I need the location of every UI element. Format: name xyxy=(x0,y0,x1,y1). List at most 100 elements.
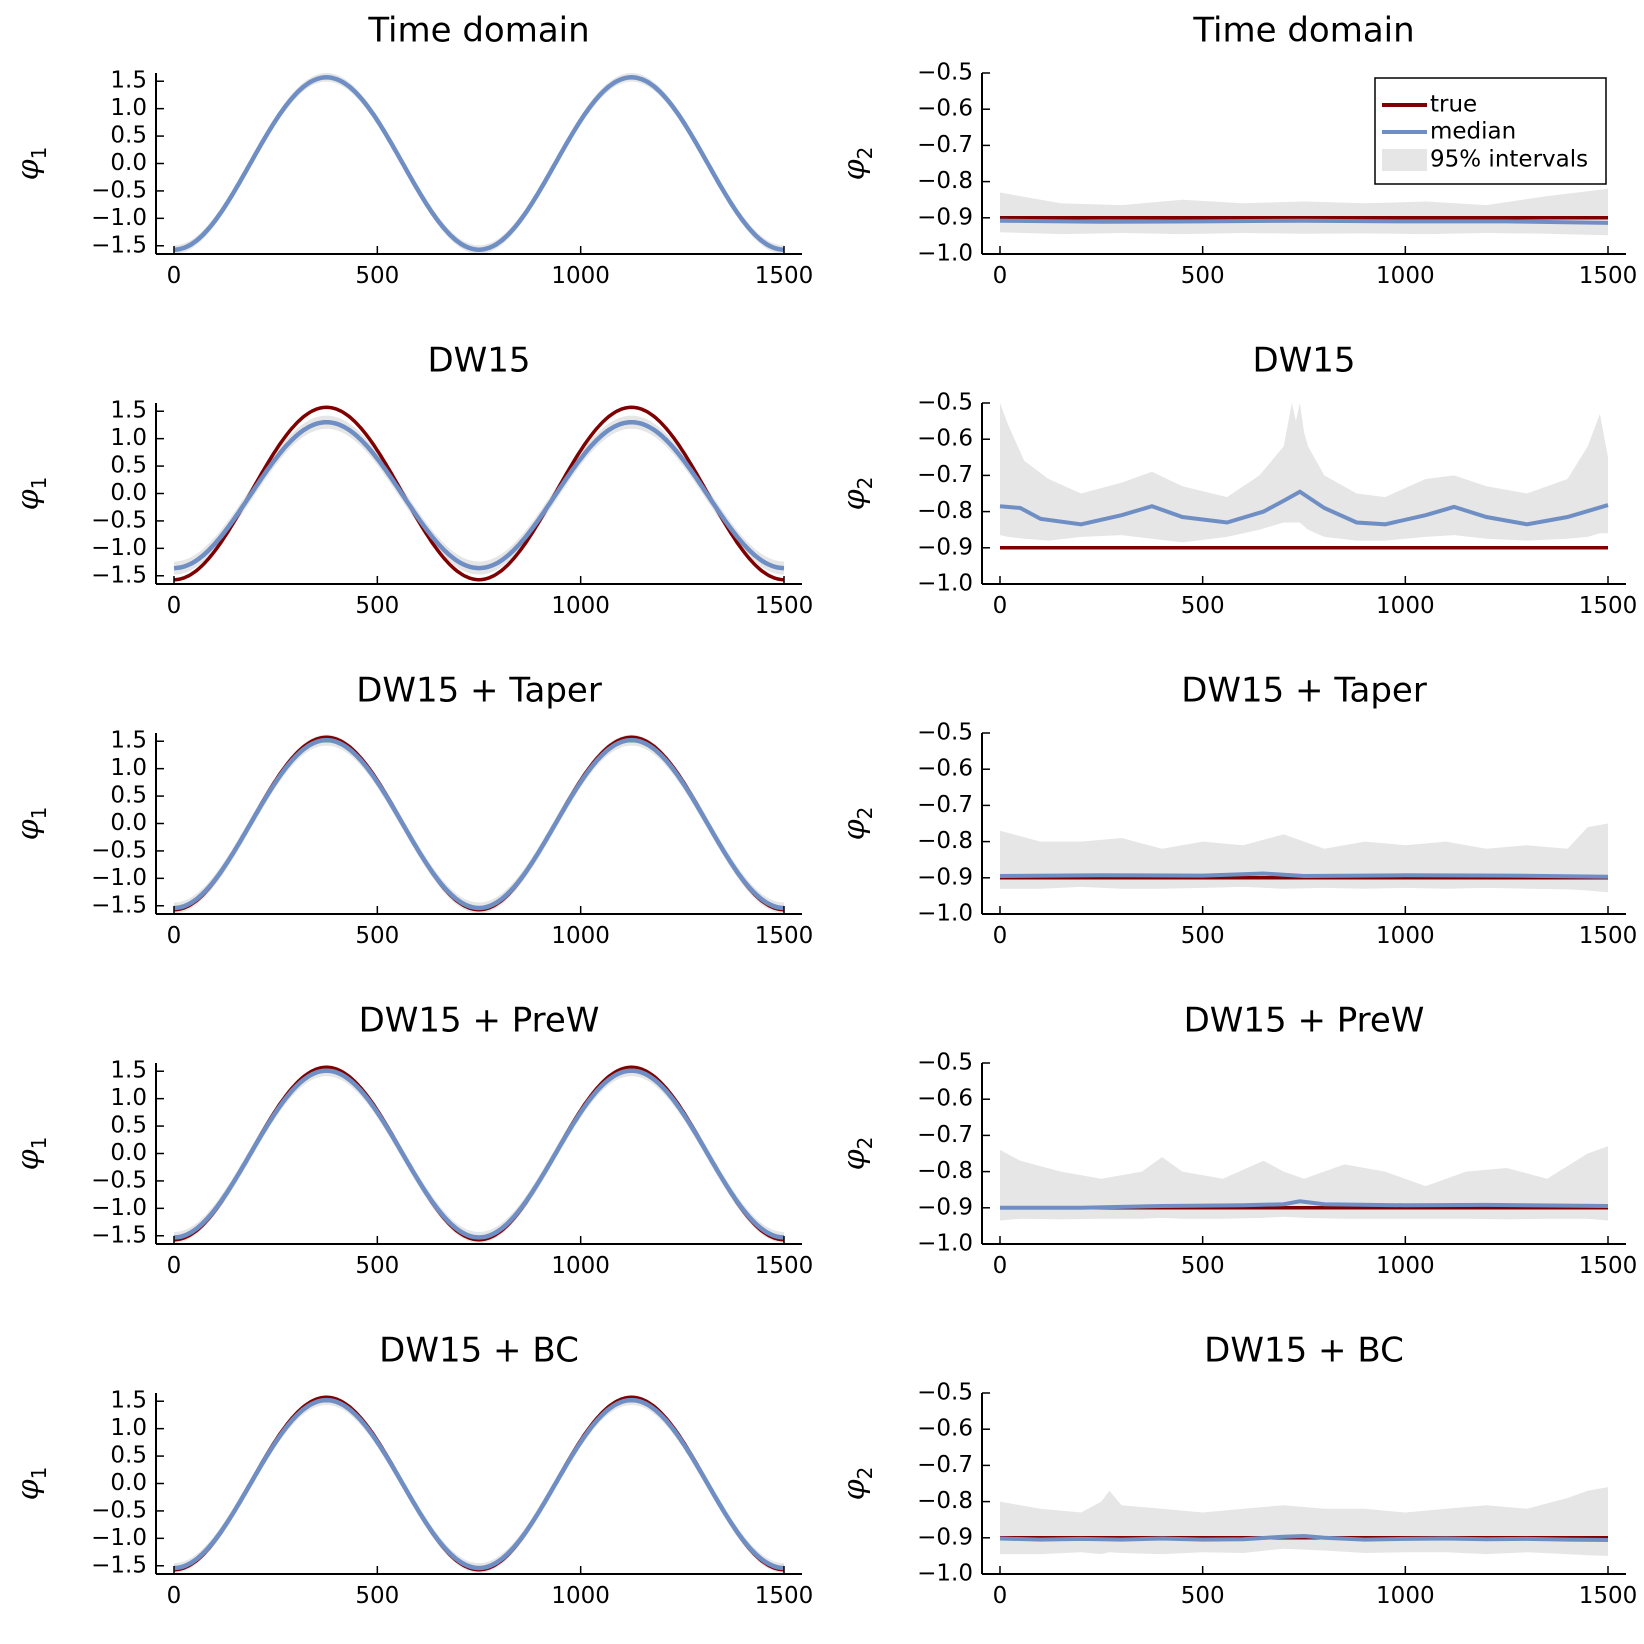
chart-title: DW15 xyxy=(427,341,530,381)
y-tick-label: −0.5 xyxy=(91,507,147,533)
x-tick-label: 1500 xyxy=(1579,923,1638,949)
chart-title: DW15 + Taper xyxy=(1181,671,1427,711)
median-line xyxy=(1000,1199,1609,1210)
x-tick-label: 1500 xyxy=(755,263,814,289)
plot-area xyxy=(173,734,785,914)
x-tick-label: 0 xyxy=(167,593,182,619)
median-line xyxy=(173,737,785,911)
chart-panel: DW15 + Taper −0.5 −0.6 −0.7 −0.8 −0.9 −1.0 0 500… xyxy=(837,671,1637,950)
y-tick-label: −1.5 xyxy=(91,1552,147,1578)
y-tick-label: −0.9 xyxy=(917,1194,973,1220)
y-tick-label: 0.5 xyxy=(110,1443,147,1469)
interval-band xyxy=(174,415,784,575)
y-tick-label: −0.7 xyxy=(917,462,973,488)
y-tick-label: −0.5 xyxy=(917,60,973,86)
plot-area xyxy=(173,1395,785,1573)
y-tick-label: −0.8 xyxy=(917,168,973,194)
chart-title: Time domain xyxy=(367,11,589,51)
y-tick-label: −0.6 xyxy=(917,96,973,122)
y-tick-label: −0.7 xyxy=(917,1452,973,1478)
x-tick-label: 1500 xyxy=(1579,1253,1638,1279)
y-axis-label: φ2 xyxy=(837,807,877,841)
interval-band xyxy=(1000,823,1608,893)
y-tick-label: 0.0 xyxy=(110,810,147,836)
y-tick-label: −0.9 xyxy=(917,534,973,560)
y-axis-label: φ2 xyxy=(837,1467,877,1501)
x-tick-label: 1500 xyxy=(755,1253,814,1279)
x-tick-label: 500 xyxy=(355,1253,399,1279)
chart-title: DW15 + BC xyxy=(1204,1331,1404,1371)
x-tick-label: 1000 xyxy=(551,593,610,619)
x-tick-label: 0 xyxy=(993,1253,1008,1279)
chart-title: DW15 + PreW xyxy=(359,1001,600,1041)
interval-band xyxy=(174,734,784,914)
y-tick-label: −0.8 xyxy=(917,498,973,524)
plot-area xyxy=(999,823,1609,893)
median-line xyxy=(999,871,1609,879)
y-tick-label: −1.5 xyxy=(91,892,147,918)
y-tick-label: 1.5 xyxy=(110,1388,147,1414)
y-tick-label: 1.0 xyxy=(110,1415,147,1441)
y-tick-label: 0.0 xyxy=(110,1140,147,1166)
y-tick-label: −0.5 xyxy=(91,177,147,203)
y-axis-label: φ1 xyxy=(11,477,51,511)
y-tick-label: −0.5 xyxy=(91,1497,147,1523)
y-tick-label: −0.9 xyxy=(917,864,973,890)
y-tick-label: −0.8 xyxy=(917,1158,973,1184)
interval-band xyxy=(174,1065,784,1243)
x-tick-label: 500 xyxy=(355,1583,399,1609)
y-tick-label: −1.0 xyxy=(91,535,147,561)
true-line xyxy=(173,735,785,912)
y-axis-label: φ2 xyxy=(837,1137,877,1171)
y-tick-label: −0.6 xyxy=(917,1086,973,1112)
x-tick-label: 0 xyxy=(993,1583,1008,1609)
y-tick-label: 1.5 xyxy=(110,68,147,94)
legend-label: median xyxy=(1430,119,1516,145)
chart-title: DW15 + PreW xyxy=(1184,1001,1425,1041)
x-tick-label: 0 xyxy=(167,263,182,289)
x-tick-label: 1000 xyxy=(551,1583,610,1609)
y-tick-label: −1.0 xyxy=(917,1231,973,1257)
interval-band xyxy=(1000,1146,1608,1221)
y-axis-label: φ1 xyxy=(11,147,51,181)
plot-area xyxy=(999,188,1609,236)
x-tick-label: 1000 xyxy=(1376,1253,1435,1279)
y-tick-label: −0.7 xyxy=(917,792,973,818)
chart-panel: DW15 1.51.00.50.0−0.5−1.0−1.5 0 500 1000 1500… xyxy=(11,341,813,620)
x-tick-label: 500 xyxy=(1181,1253,1225,1279)
y-tick-label: −0.5 xyxy=(917,720,973,746)
x-tick-label: 500 xyxy=(355,923,399,949)
x-tick-label: 500 xyxy=(355,593,399,619)
y-tick-label: 1.5 xyxy=(110,728,147,754)
y-tick-label: −1.0 xyxy=(91,1195,147,1221)
y-tick-label: −0.9 xyxy=(917,1524,973,1550)
plot-area xyxy=(173,405,785,582)
x-tick-label: 1000 xyxy=(551,923,610,949)
chart-title: DW15 xyxy=(1252,341,1355,381)
interval-band xyxy=(1000,188,1608,236)
x-tick-label: 1000 xyxy=(1376,923,1435,949)
x-tick-label: 1500 xyxy=(755,593,814,619)
y-tick-label: 1.0 xyxy=(110,1085,147,1111)
chart-title: Time domain xyxy=(1192,11,1414,51)
x-tick-label: 1000 xyxy=(1376,263,1435,289)
true-line xyxy=(173,75,785,252)
interval-band xyxy=(174,72,784,254)
x-tick-label: 0 xyxy=(993,263,1008,289)
y-tick-label: −0.8 xyxy=(917,1488,973,1514)
y-tick-label: 0.5 xyxy=(110,1113,147,1139)
y-tick-label: −1.0 xyxy=(91,205,147,231)
chart-panel: Time domain 1.51.00.50.0−0.5−1.0−1.5 0 500 1… xyxy=(11,11,813,290)
x-tick-label: 1500 xyxy=(755,923,814,949)
chart-panel: DW15 + PreW 1.51.00.50.0−0.5−1.0−1.5 0 500 1… xyxy=(11,1001,813,1280)
y-tick-label: −0.6 xyxy=(917,756,973,782)
y-tick-label: −1.5 xyxy=(91,232,147,258)
y-tick-label: −0.6 xyxy=(917,1416,973,1442)
median-line xyxy=(999,218,1609,225)
x-tick-label: 0 xyxy=(167,923,182,949)
y-tick-label: 1.0 xyxy=(110,755,147,781)
median-line xyxy=(173,1068,785,1240)
y-tick-label: −0.5 xyxy=(91,837,147,863)
